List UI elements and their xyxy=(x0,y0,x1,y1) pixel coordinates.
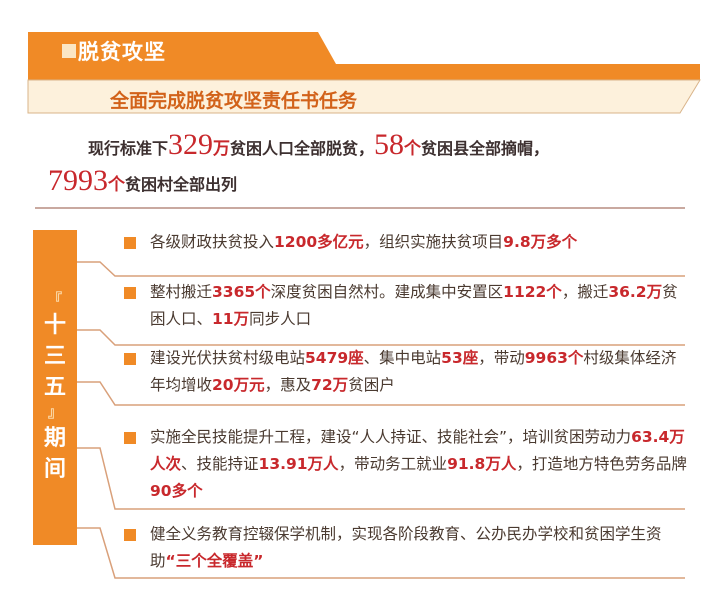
item-text: 整村搬迁 xyxy=(150,283,213,301)
summary-text: 万 xyxy=(213,139,231,159)
separator-4 xyxy=(77,447,685,510)
summary-number: 7993 xyxy=(48,164,108,197)
bullet-icon xyxy=(124,353,136,365)
highlight-value: 72万 xyxy=(311,376,349,394)
highlight-value: 90多个 xyxy=(150,482,203,500)
item-text: 各级财政扶贫投入 xyxy=(150,233,275,251)
highlight-value: 13.91万人 xyxy=(258,455,339,473)
list-item: 整村搬迁3365个深度贫困自然村。建成集中安置区1122个，搬迁36.2万贫困人… xyxy=(150,279,690,333)
summary-text: 个 xyxy=(108,175,125,195)
summary-text: 贫困村全部出列 xyxy=(125,175,238,194)
item-text: 村级集体经济年均增收 xyxy=(150,349,677,394)
header-tab xyxy=(28,32,700,80)
highlight-value: 11万 xyxy=(212,310,250,328)
item-text: ，惠及 xyxy=(264,376,312,394)
close-bracket: 』 xyxy=(48,405,62,421)
item-text: 同步人口 xyxy=(249,310,312,328)
item-text: 建设光伏扶贫村级电站 xyxy=(150,349,306,367)
title-square-icon xyxy=(62,44,76,58)
item-text: 深度贫困自然村。建成集中安置区 xyxy=(270,283,504,301)
summary-text: 个 xyxy=(404,139,422,159)
summary-text: 现行标准下 xyxy=(88,139,169,158)
highlight-value: 1122个 xyxy=(503,283,562,301)
section-subtitle: 全面完成脱贫攻坚责任书任务 xyxy=(110,90,358,112)
bullet-icon xyxy=(124,237,136,249)
highlight-value: 36.2万 xyxy=(608,283,663,301)
item-text: ，组织实施扶贫项目 xyxy=(363,233,504,251)
summary-line-2: 7993个贫困村全部出列 xyxy=(0,164,720,198)
period-bar xyxy=(33,230,77,545)
item-text: ，搬迁 xyxy=(561,283,609,301)
period-char: 期 xyxy=(43,426,66,451)
list-item: 建设光伏扶贫村级电站5479座、集中电站53座，带动9963个村级集体经济年均增… xyxy=(150,345,690,399)
bullet-icon xyxy=(124,529,136,541)
highlight-value: 9.8万多个 xyxy=(503,233,578,251)
period-label: 『 十 三 五 』 期 间 xyxy=(33,290,77,485)
period-char: 三 xyxy=(43,344,66,369)
highlight-value: “三个全覆盖” xyxy=(165,552,264,570)
highlight-value: 1200多亿元 xyxy=(274,233,364,251)
list-item: 实施全民技能提升工程，建设“人人持证、技能社会”，培训贫困劳动力63.4万人次、… xyxy=(150,424,690,505)
item-text: 、技能持证 xyxy=(181,455,259,473)
separator-5 xyxy=(77,527,685,579)
period-char: 十 xyxy=(43,313,66,338)
highlight-value: 53座 xyxy=(441,349,479,367)
bullet-icon xyxy=(124,432,136,444)
separator-2 xyxy=(77,329,685,346)
list-item: 健全义务教育控辍保学机制，实现各阶段教育、公办民办学校和贫困学生资助“三个全覆盖… xyxy=(150,521,690,575)
highlight-value: 9963个 xyxy=(524,349,584,367)
highlight-value: 3365个 xyxy=(212,283,271,301)
summary-text: 贫困县全部摘帽， xyxy=(421,139,550,158)
item-text: ，带动务工就业 xyxy=(338,455,448,473)
summary-number: 329 xyxy=(168,128,214,161)
highlight-value: 5479座 xyxy=(305,349,364,367)
section-title: 脱贫攻坚 xyxy=(78,40,166,64)
subtitle-band xyxy=(27,79,701,114)
separator-3 xyxy=(77,381,685,406)
item-text: ，带动 xyxy=(478,349,525,367)
summary-text: 贫困人口全部脱贫， xyxy=(230,139,375,158)
open-bracket: 『 xyxy=(48,292,62,308)
period-char: 五 xyxy=(43,375,66,400)
item-text: 贫困户 xyxy=(348,376,395,394)
connector-lines xyxy=(77,261,685,579)
item-text: 实施全民技能提升工程，建设“人人持证、技能社会”，培训贫困劳动力 xyxy=(150,428,632,446)
item-text: 健全义务教育控辍保学机制，实现各阶段教育、公办民办学校和贫困学生资助 xyxy=(150,525,662,570)
separator-1 xyxy=(77,261,685,277)
highlight-value: 20万元 xyxy=(212,376,265,394)
item-text: ，打造地方特色劳务品牌 xyxy=(516,455,687,473)
period-char: 间 xyxy=(43,457,66,482)
summary-number: 58 xyxy=(374,128,405,161)
item-text: 、集中电站 xyxy=(363,349,442,367)
highlight-value: 91.8万人 xyxy=(447,455,517,473)
bullet-icon xyxy=(124,287,136,299)
list-item: 各级财政扶贫投入1200多亿元，组织实施扶贫项目9.8万多个 xyxy=(150,229,690,256)
item-text: 贫困人口、 xyxy=(150,283,678,328)
highlight-value: 63.4万人次 xyxy=(150,428,685,473)
summary-line-1: 现行标准下329万贫困人口全部脱贫，58个贫困县全部摘帽， xyxy=(0,128,720,162)
